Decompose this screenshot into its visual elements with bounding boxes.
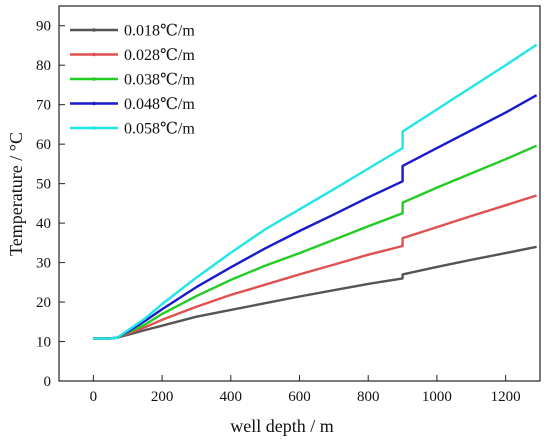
legend-item-2: 0.028℃/m [70, 47, 195, 64]
y-tick-label: 10 [36, 335, 51, 351]
y-tick-label: 40 [36, 216, 51, 232]
legend-label: 0.038℃/m [124, 72, 195, 89]
y-tick-label: 80 [36, 58, 51, 74]
legend-marker [92, 52, 96, 57]
x-tick-label: 400 [220, 389, 243, 405]
legend-marker [92, 77, 96, 81]
legend: 0.018℃/m 0.028℃/m 0.038℃/m 0.048℃/m 0.058℃/m [70, 23, 195, 138]
legend-item-3: 0.038℃/m [70, 72, 195, 89]
x-tick-label: 1000 [422, 389, 452, 405]
y-tick-label: 30 [36, 256, 51, 272]
x-tick-label: 800 [357, 389, 380, 405]
legend-marker [92, 126, 96, 130]
plot-area [58, 5, 541, 382]
x-tick-label: 200 [151, 389, 174, 405]
legend-marker [92, 28, 96, 32]
y-tick-label: 90 [36, 19, 51, 35]
x-tick-label: 1200 [491, 389, 521, 405]
legend-item-1: 0.018℃/m [70, 23, 195, 40]
series-lines [93, 43, 538, 340]
series-line-5 [93, 43, 538, 340]
y-tick-label: 50 [36, 177, 51, 193]
y-tick-label: 0 [44, 374, 52, 390]
y-tick-label: 70 [36, 98, 51, 114]
legend-label: 0.048℃/m [124, 96, 195, 113]
x-tick-label: 0 [90, 389, 98, 405]
y-tick-label: 60 [36, 137, 51, 153]
y-tick-label: 20 [36, 295, 51, 311]
x-tick-label: 600 [288, 389, 311, 405]
x-axis-label: well depth / m [230, 416, 333, 436]
x-tick-labels: 0 200 400 600 800 1000 1200 [90, 389, 521, 405]
legend-marker [92, 101, 96, 106]
legend-label: 0.018℃/m [124, 23, 195, 40]
legend-label: 0.058℃/m [124, 121, 195, 138]
legend-item-5: 0.058℃/m [70, 121, 195, 138]
legend-label: 0.028℃/m [124, 47, 195, 64]
tick-marks [59, 25, 507, 382]
y-axis-label: Temperature / °C [6, 132, 26, 256]
legend-item-4: 0.048℃/m [70, 96, 195, 113]
y-tick-labels: 0 10 20 30 40 50 60 70 80 90 [36, 19, 51, 390]
